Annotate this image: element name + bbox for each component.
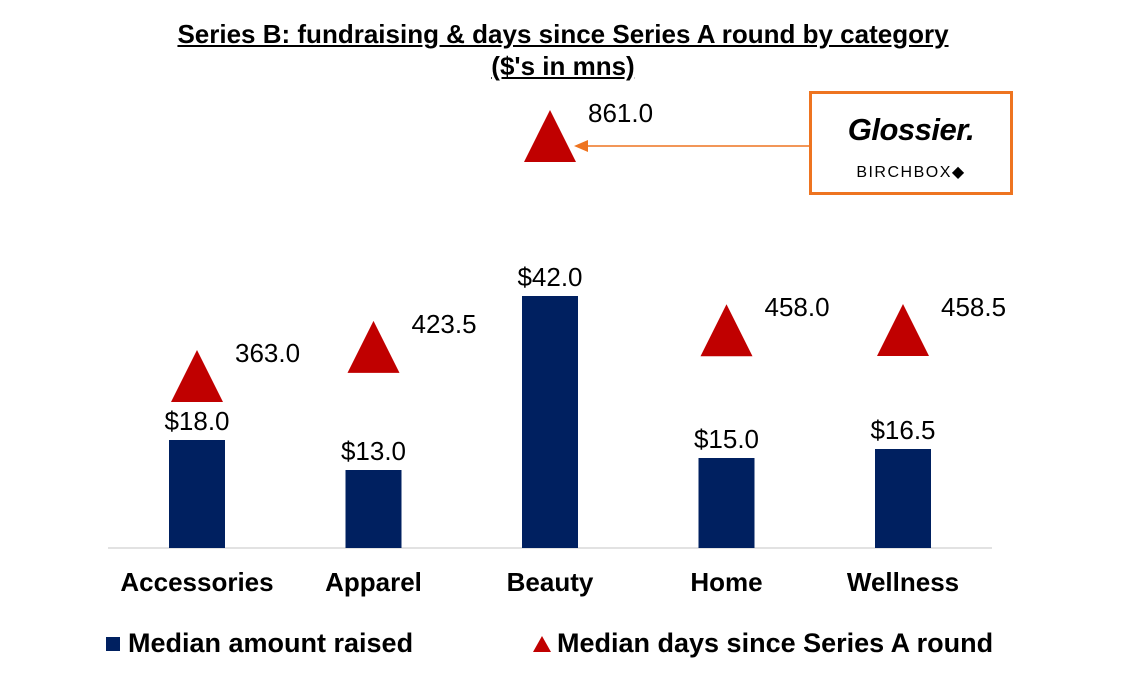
triangle-label: 363.0 [235, 338, 300, 368]
birchbox-logo: BIRCHBOX◆ [856, 164, 966, 181]
category-label: Accessories [120, 567, 273, 597]
bar-accessories [169, 440, 225, 548]
triangle-marker-home [700, 304, 753, 357]
triangle-label: 458.5 [941, 292, 1006, 322]
triangle-label: 423.5 [412, 309, 477, 339]
triangle-label: 458.0 [765, 292, 830, 322]
bar-beauty [522, 296, 578, 548]
category-label: Apparel [325, 567, 422, 597]
triangle-marker-wellness [877, 303, 929, 356]
arrow-head-icon [574, 140, 588, 152]
bar-wellness [875, 449, 931, 548]
bar-label: $13.0 [341, 436, 406, 466]
triangle-marker-apparel [347, 320, 400, 373]
triangle-label: 861.0 [588, 98, 653, 128]
bar-label: $15.0 [694, 424, 759, 454]
chart-title: Series B: fundraising & days since Serie… [0, 18, 1126, 82]
glossier-logo: Glossier. [847, 112, 975, 147]
triangle-marker-accessories [171, 350, 223, 402]
legend-triangle-icon [533, 635, 551, 652]
annotation-logo-box: Glossier. BIRCHBOX◆ [809, 91, 1013, 195]
category-label: Home [690, 567, 762, 597]
triangle-marker-beauty [524, 109, 576, 162]
bar-label: $16.5 [870, 415, 935, 445]
legend-square-icon [106, 636, 120, 651]
category-label: Wellness [847, 567, 959, 597]
category-label: Beauty [507, 567, 594, 597]
bar-label: $18.0 [164, 406, 229, 436]
legend-label: Median amount raised [128, 628, 414, 658]
legend-item-triangles: Median days since Series A round [533, 628, 993, 659]
bar-apparel [345, 470, 402, 548]
legend-item-bars: Median amount raised [106, 628, 413, 659]
title-line-1: Series B: fundraising & days since Serie… [177, 19, 949, 49]
bar-label: $42.0 [517, 262, 582, 292]
title-line-2: ($'s in mns) [491, 51, 635, 81]
legend-label: Median days since Series A round [557, 628, 994, 658]
bar-home [698, 458, 755, 548]
